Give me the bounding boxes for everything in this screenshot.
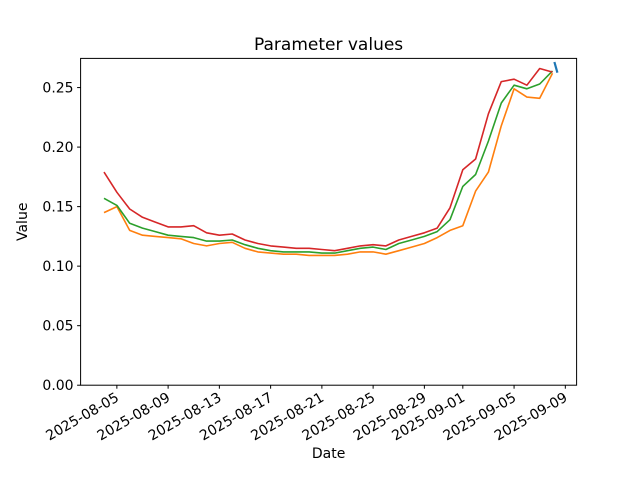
y-tick-label: 0.00 bbox=[42, 378, 73, 394]
y-tick-label: 0.15 bbox=[42, 199, 73, 215]
chart-title: Parameter values bbox=[254, 35, 403, 55]
plot-area bbox=[80, 57, 578, 386]
x-axis-label: Date bbox=[312, 446, 345, 462]
series-line-blue-end-dash bbox=[553, 61, 559, 73]
y-tick-label: 0.20 bbox=[42, 140, 73, 156]
series-line-red bbox=[103, 67, 553, 252]
y-tick-label: 0.05 bbox=[42, 318, 73, 334]
y-axis-label: Value bbox=[15, 203, 31, 241]
series-line-orange bbox=[103, 72, 554, 257]
series-lines bbox=[103, 61, 559, 257]
y-tick-label: 0.25 bbox=[42, 80, 73, 96]
series-line-green bbox=[103, 70, 554, 254]
y-tick-label: 0.10 bbox=[42, 259, 73, 275]
